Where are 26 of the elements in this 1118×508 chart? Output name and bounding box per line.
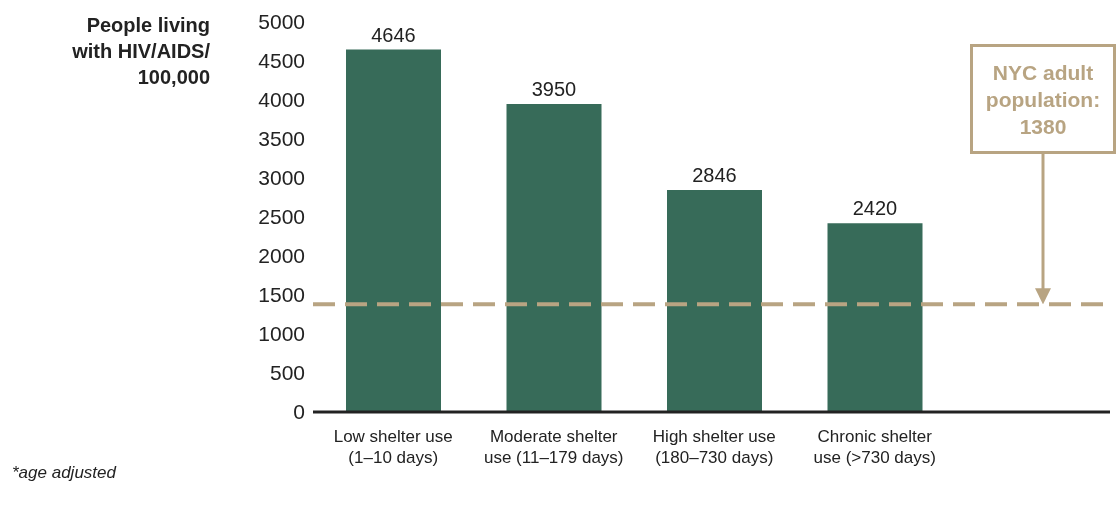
x-tick-label: Moderate shelter use (11–179 days) — [483, 427, 624, 467]
y-tick-label: 0 — [293, 400, 305, 424]
bar — [827, 223, 923, 412]
y-tick-label: 4000 — [258, 88, 305, 112]
data-label: 2846 — [692, 164, 737, 187]
data-label: 3950 — [531, 77, 577, 100]
x-tick-label: Low shelter use (1–10 days) — [333, 427, 453, 467]
y-tick-label: 2500 — [258, 205, 305, 229]
ref-line-label: NYC adult population: 1380 — [970, 44, 1116, 154]
y-tick-label: 3500 — [258, 127, 305, 151]
x-tick-label: High shelter use (180–730 days) — [652, 427, 776, 467]
data-label: 4646 — [371, 23, 416, 46]
y-tick-label: 1000 — [258, 322, 305, 346]
y-tick-label: 1500 — [258, 283, 305, 307]
bar — [667, 190, 762, 412]
y-tick-label: 5000 — [258, 10, 305, 34]
y-axis-title: People living with HIV/AIDS/ 100,000 — [71, 13, 210, 90]
data-label: 2420 — [852, 197, 898, 220]
bar — [346, 49, 441, 412]
y-tick-label: 3000 — [258, 166, 305, 190]
y-tick-label: 500 — [269, 361, 305, 385]
y-tick-label: 4500 — [258, 49, 305, 73]
text: *age adjusted — [12, 463, 116, 483]
x-tick-label: Chronic shelter use (>730 days) — [813, 427, 936, 467]
bar — [506, 103, 602, 412]
y-tick-label: 2000 — [258, 244, 305, 268]
